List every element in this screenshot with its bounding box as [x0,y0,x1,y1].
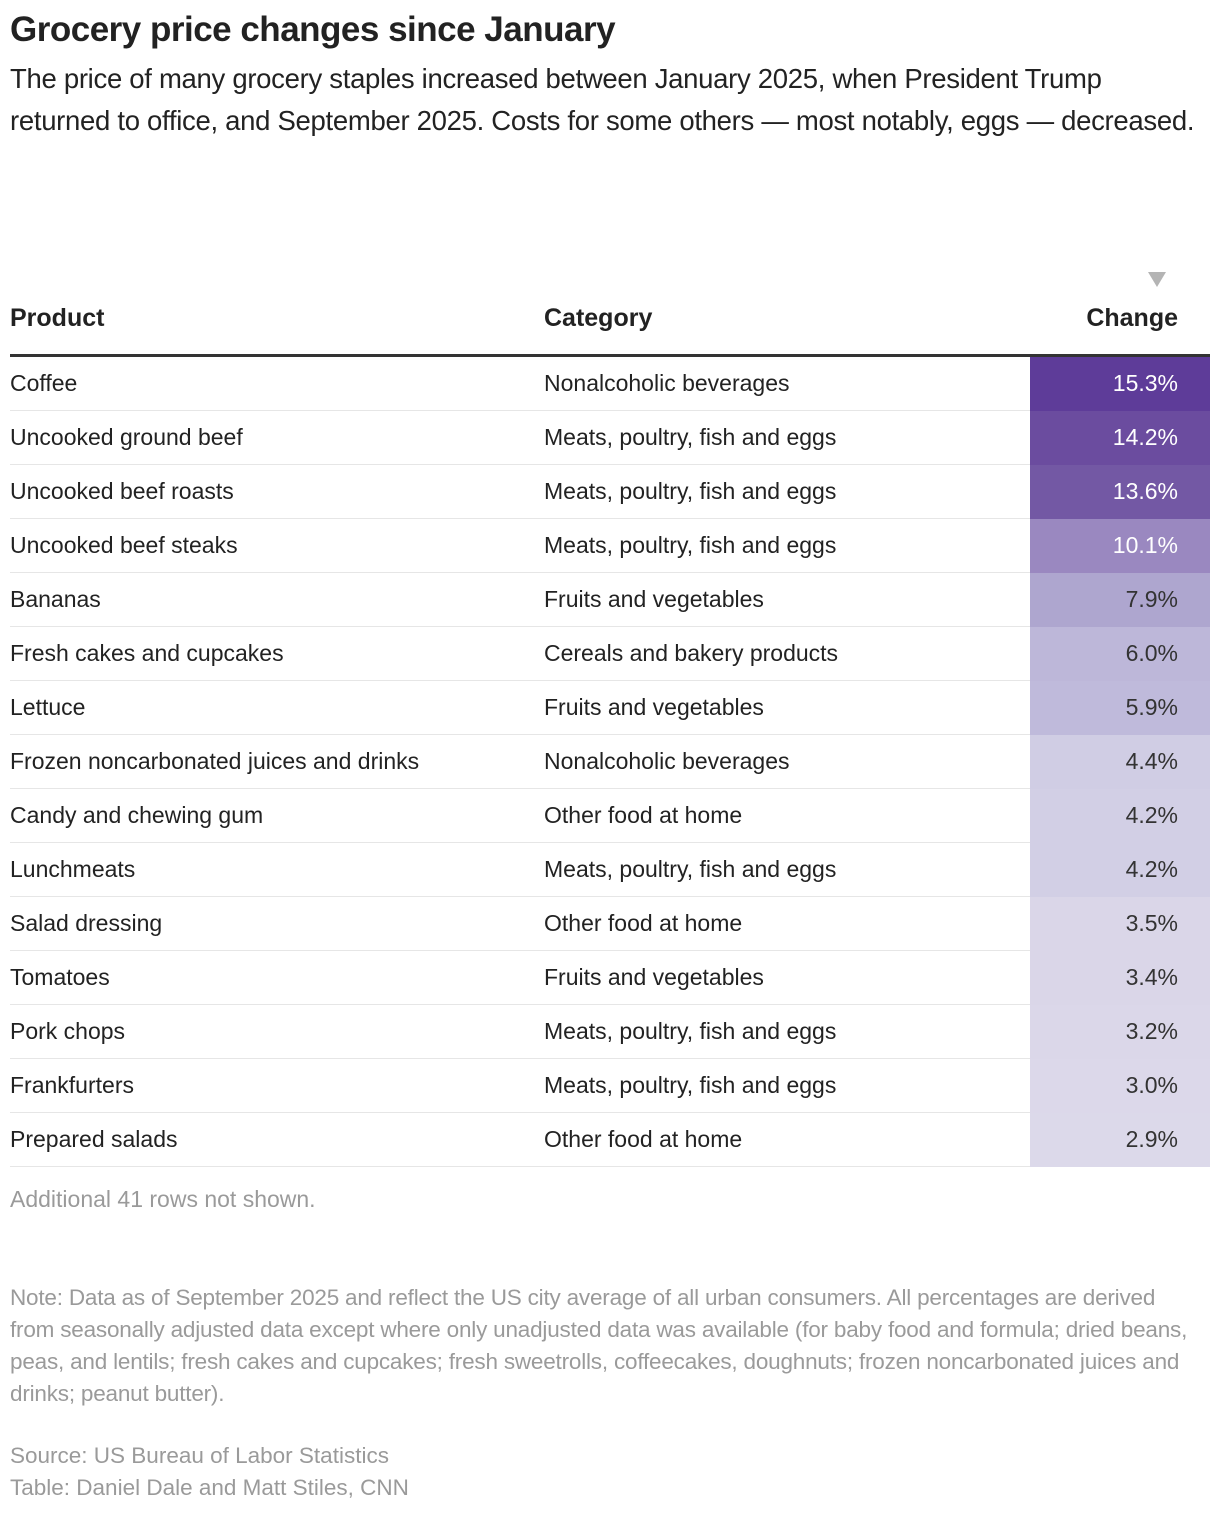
source-block: Source: US Bureau of Labor Statistics Ta… [10,1440,409,1504]
change-cell: 4.4% [1030,735,1210,789]
table-row: Pork chops Meats, poultry, fish and eggs 3… [10,1005,1210,1059]
table-row: Frozen noncarbonated juices and drinks No… [10,735,1210,789]
change-cell: 2.9% [1030,1113,1210,1167]
change-cell: 3.5% [1030,897,1210,951]
table-row: Salad dressing Other food at home 3.5% [10,897,1210,951]
change-cell: 14.2% [1030,411,1210,465]
table-row: Bananas Fruits and vegetables 7.9% [10,573,1210,627]
category-cell: Meats, poultry, fish and eggs [544,532,837,558]
product-cell: Candy and chewing gum [10,802,264,828]
product-cell: Pork chops [10,1018,126,1044]
table-row: Uncooked ground beef Meats, poultry, fish… [10,411,1210,465]
chart-subtitle: The price of many grocery staples increa… [10,63,1195,136]
table-row: Tomatoes Fruits and vegetables 3.4% [10,951,1210,1005]
change-cell: 13.6% [1030,465,1210,519]
table-row: Uncooked beef steaks Meats, poultry, fish… [10,519,1210,573]
change-cell: 7.9% [1030,573,1210,627]
table-row: Prepared salads Other food at home 2.9% [10,1113,1210,1167]
change-cell: 3.4% [1030,951,1210,1005]
table-row: Lunchmeats Meats, poultry, fish and eggs 4… [10,843,1210,897]
category-cell: Fruits and vegetables [544,694,764,720]
category-cell: Nonalcoholic beverages [544,748,790,774]
product-cell: Frankfurters [10,1072,134,1098]
source-text: Source: US Bureau of Labor Statistics [10,1443,389,1468]
product-cell: Uncooked ground beef [10,424,243,450]
category-cell: Fruits and vegetables [544,964,764,990]
column-header-category[interactable]: Category [544,304,653,332]
change-cell: 3.0% [1030,1059,1210,1113]
table-row: Frankfurters Meats, poultry, fish and egg… [10,1059,1210,1113]
product-cell: Fresh cakes and cupcakes [10,640,284,666]
category-cell: Meats, poultry, fish and eggs [544,424,837,450]
product-cell: Uncooked beef steaks [10,532,238,558]
table-header: Product Category Change [10,300,1210,357]
product-cell: Tomatoes [10,964,110,990]
category-cell: Meats, poultry, fish and eggs [544,478,837,504]
category-cell: Fruits and vegetables [544,586,764,612]
product-cell: Prepared salads [10,1126,178,1152]
category-cell: Nonalcoholic beverages [544,370,790,396]
change-cell: 10.1% [1030,519,1210,573]
change-cell: 4.2% [1030,843,1210,897]
category-cell: Other food at home [544,1126,743,1152]
change-cell: 15.3% [1030,357,1210,411]
product-cell: Frozen noncarbonated juices and drinks [10,748,420,774]
product-cell: Lettuce [10,694,86,720]
column-header-product[interactable]: Product [10,304,105,332]
product-cell: Coffee [10,370,78,396]
table-row: Lettuce Fruits and vegetables 5.9% [10,681,1210,735]
category-cell: Meats, poultry, fish and eggs [544,1018,837,1044]
credit-text: Table: Daniel Dale and Matt Stiles, CNN [10,1475,409,1500]
product-cell: Uncooked beef roasts [10,478,234,504]
category-cell: Meats, poultry, fish and eggs [544,1072,837,1098]
sort-descending-icon[interactable] [1148,272,1166,287]
change-cell: 4.2% [1030,789,1210,843]
table-row: Uncooked beef roasts Meats, poultry, fish… [10,465,1210,519]
category-cell: Cereals and bakery products [544,640,839,666]
category-cell: Other food at home [544,802,743,828]
chart-title: Grocery price changes since January [10,10,616,49]
change-cell: 6.0% [1030,627,1210,681]
product-cell: Bananas [10,586,101,612]
footnote: Note: Data as of September 2025 and refl… [10,1285,1188,1406]
table-row: Coffee Nonalcoholic beverages 15.3% [10,357,1210,411]
table-body: Coffee Nonalcoholic beverages 15.3% Uncooke… [10,357,1210,1167]
column-header-change[interactable]: Change [1086,304,1178,332]
table-row: Fresh cakes and cupcakes Cereals and bake… [10,627,1210,681]
product-cell: Salad dressing [10,910,163,936]
change-cell: 5.9% [1030,681,1210,735]
category-cell: Other food at home [544,910,743,936]
additional-rows-note: Additional 41 rows not shown. [10,1186,316,1212]
change-cell: 3.2% [1030,1005,1210,1059]
table-row: Candy and chewing gum Other food at home 4… [10,789,1210,843]
category-cell: Meats, poultry, fish and eggs [544,856,837,882]
product-cell: Lunchmeats [10,856,136,882]
